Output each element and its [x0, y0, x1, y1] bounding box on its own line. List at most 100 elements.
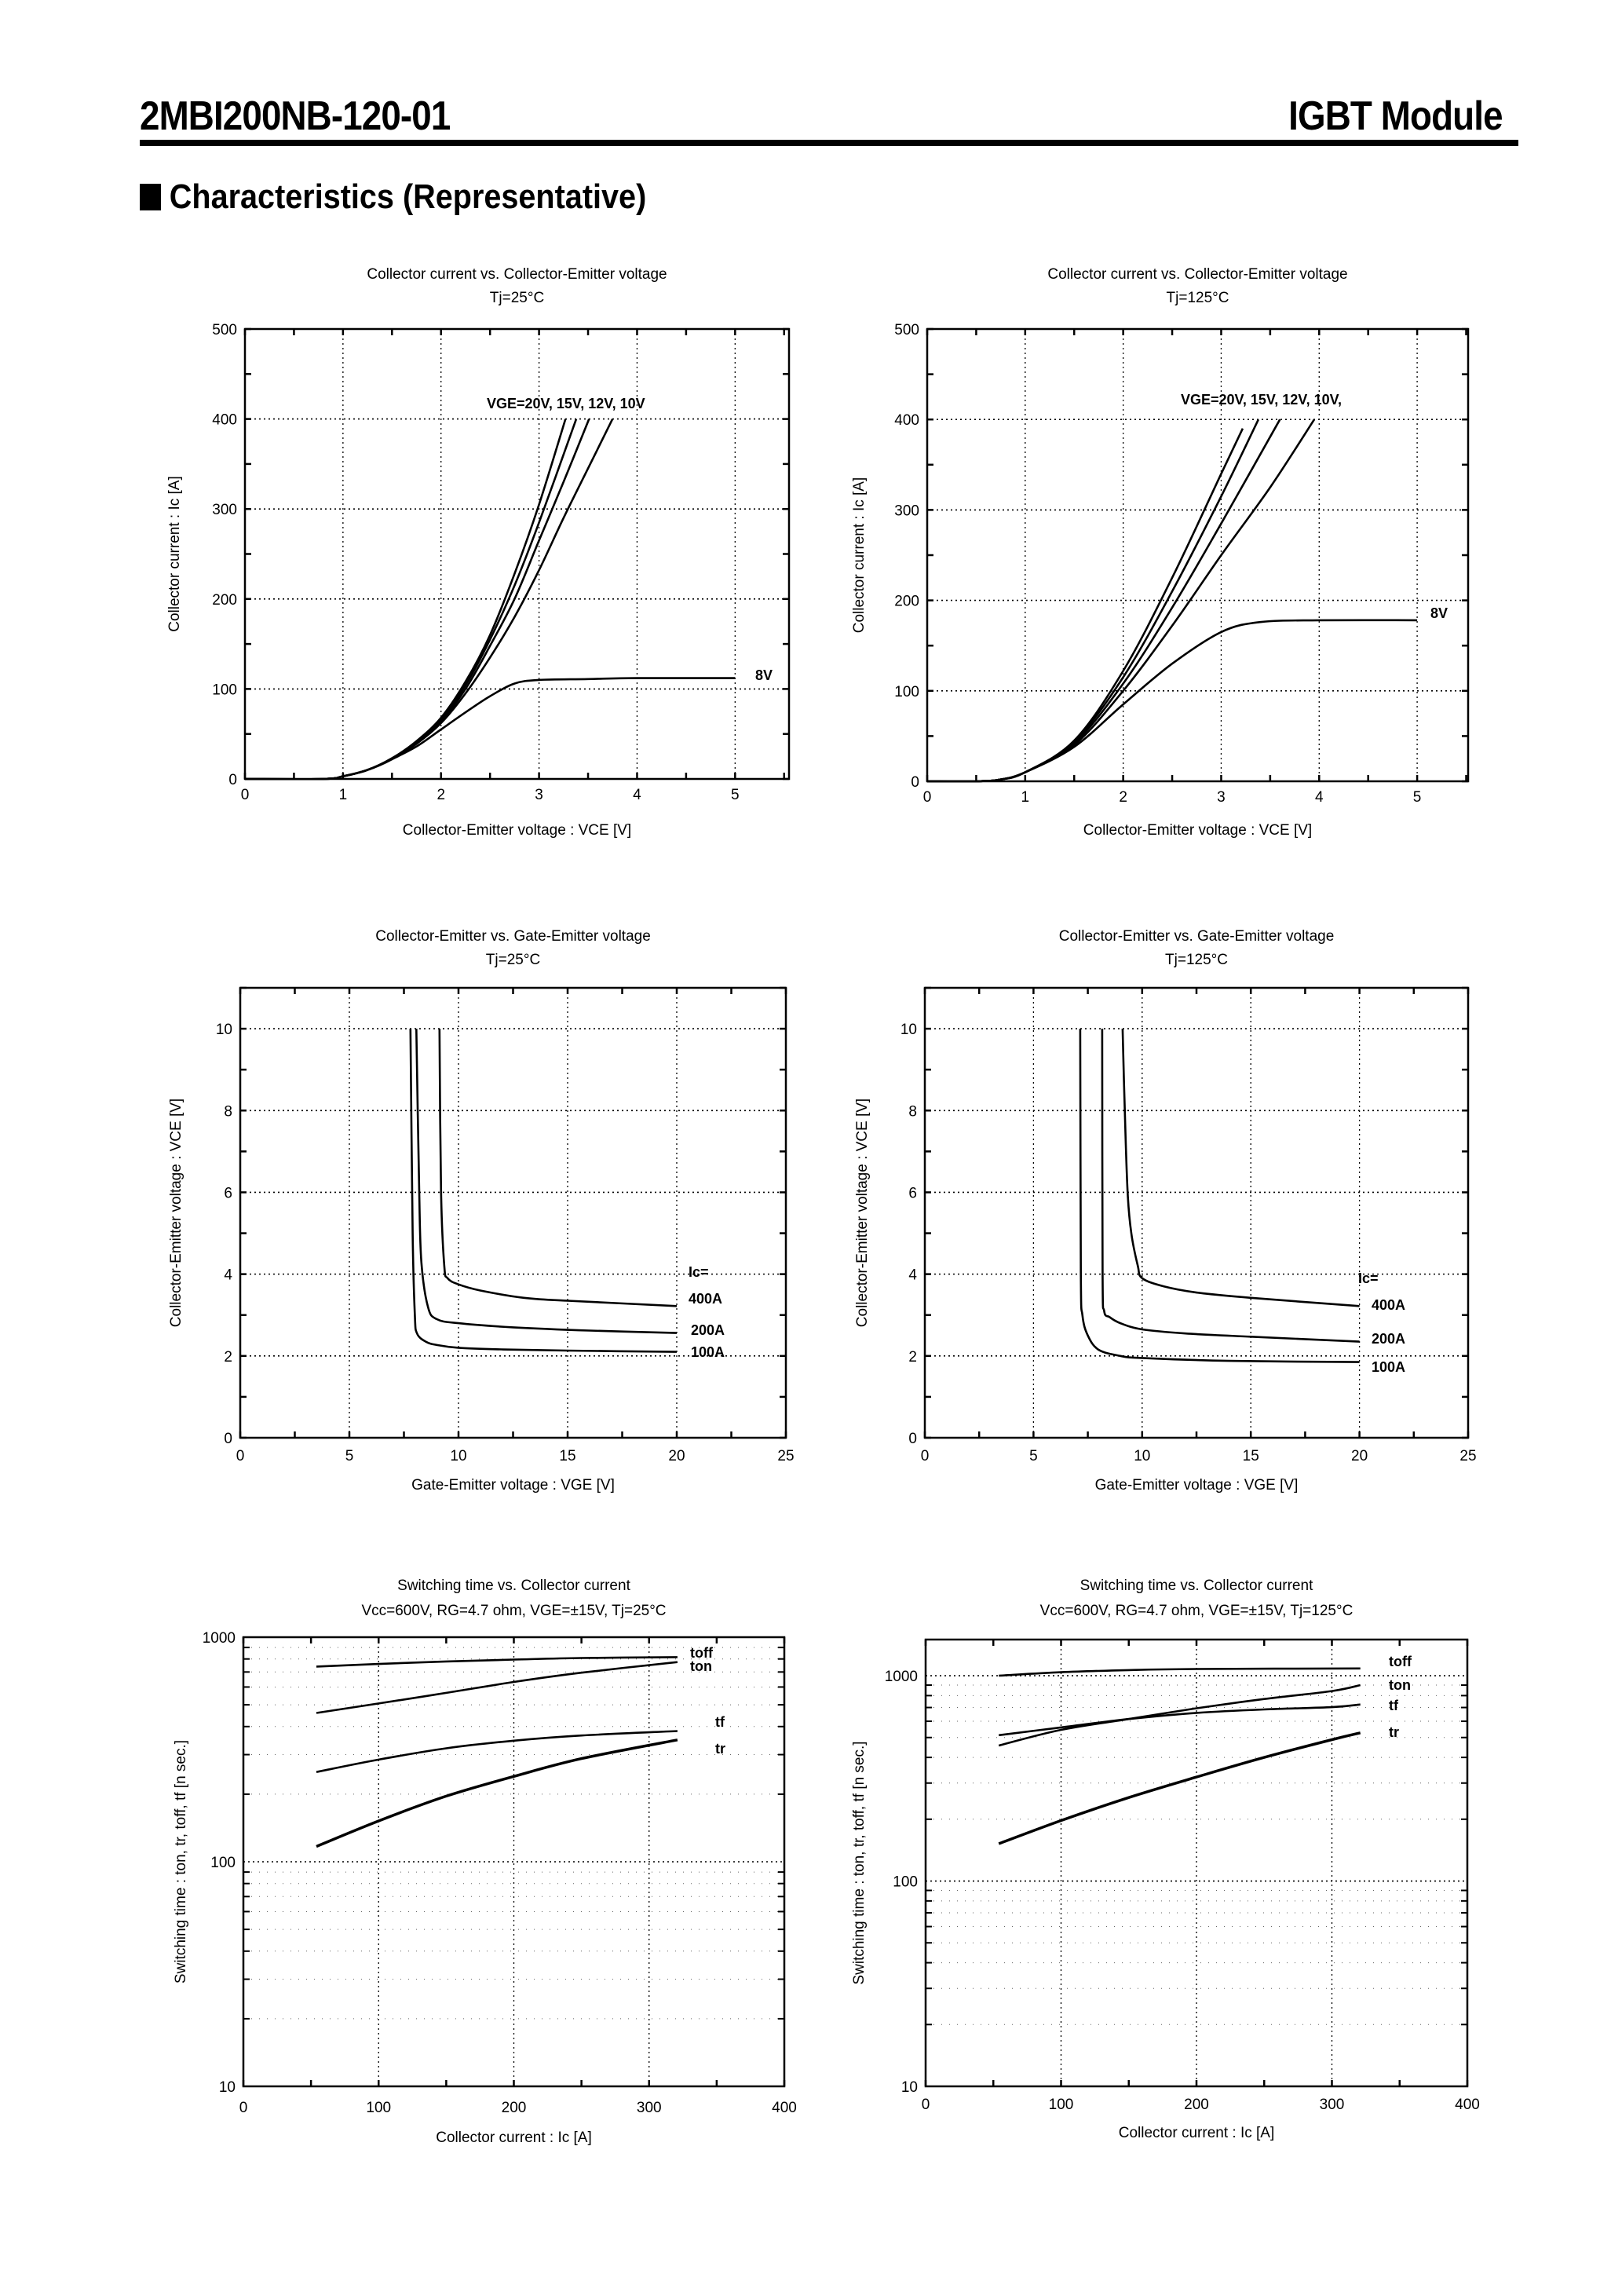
- black-square-icon: [140, 184, 161, 210]
- x-tick-label: 0: [236, 1448, 245, 1464]
- y-tick-label: 6: [224, 1185, 232, 1201]
- y-tick-label: 100: [212, 682, 237, 698]
- series-label: 100A: [1372, 1359, 1405, 1375]
- x-tick-label: 200: [1184, 2097, 1209, 2113]
- y-tick-label: 4: [224, 1267, 232, 1284]
- series-label: tf: [715, 1714, 725, 1730]
- series-line-400A: [438, 1029, 678, 1307]
- y-tick-label: 300: [212, 502, 237, 518]
- x-tick-label: 300: [637, 2100, 662, 2116]
- series-line-tf: [999, 1703, 1361, 1737]
- y-tick-label: 10: [901, 1022, 917, 1038]
- y-tick-label: 400: [894, 412, 919, 429]
- x-axis-label: Gate-Emitter voltage : VGE [V]: [1095, 1477, 1299, 1493]
- product-type: IGBT Module: [1288, 93, 1503, 139]
- chart-subtitle: Vcc=600V, RG=4.7 ohm, VGE=±15V, Tj=25°C: [361, 1603, 666, 1619]
- plot-frame: [242, 1636, 786, 2088]
- chart-4: Collector-Emitter vs. Gate-Emitter volta…: [854, 928, 1477, 1493]
- y-tick-label: 10: [219, 2079, 236, 2096]
- y-tick-label: 10: [216, 1022, 232, 1038]
- chart-title: Collector-Emitter vs. Gate-Emitter volta…: [375, 928, 651, 945]
- series-label: 8V: [755, 667, 773, 683]
- part-number: 2MBI200NB-120-01: [140, 93, 451, 139]
- series-label: 8V: [1430, 605, 1448, 621]
- series-line-200A: [415, 1029, 678, 1334]
- x-tick-label: 300: [1320, 2097, 1345, 2113]
- x-tick-label: 1: [339, 787, 348, 803]
- y-tick-label: 10: [901, 2079, 918, 2096]
- gridlines: [243, 1637, 784, 2086]
- y-tick-label: 1000: [203, 1630, 236, 1647]
- y-tick-label: 4: [908, 1267, 917, 1284]
- x-tick-label: 15: [559, 1448, 575, 1464]
- x-tick-label: 200: [502, 2100, 527, 2116]
- y-axis-label: Switching time : ton, tr, toff, tf [n se…: [173, 1740, 189, 1983]
- x-tick-label: 10: [1134, 1448, 1150, 1464]
- plot-frame: [243, 327, 791, 781]
- x-tick-label: 5: [1413, 789, 1422, 806]
- y-tick-label: 2: [908, 1349, 917, 1366]
- gridlines: [925, 988, 1468, 1438]
- plot-frame: [924, 1638, 1469, 2088]
- x-tick-label: 2: [1119, 789, 1127, 806]
- chart-subtitle: Tj=125°C: [1165, 952, 1228, 968]
- series-line-200A: [1101, 1029, 1360, 1343]
- section-heading: Characteristics (Representative): [140, 177, 646, 217]
- x-tick-label: 100: [366, 2100, 391, 2116]
- chart-title: Collector-Emitter vs. Gate-Emitter volta…: [1059, 928, 1335, 945]
- x-tick-label: 0: [923, 789, 932, 806]
- x-tick-label: 3: [1217, 789, 1226, 806]
- series-label: 200A: [1372, 1331, 1405, 1347]
- series-line-400A: [1121, 1029, 1360, 1307]
- chart-5: Switching time vs. Collector current Vcc=…: [173, 1578, 797, 2146]
- x-tick-label: 20: [668, 1448, 685, 1464]
- series-label: tr: [1389, 1724, 1399, 1740]
- y-axis-label: Collector-Emitter voltage : VCE [V]: [168, 1099, 184, 1327]
- series-label: toff: [1389, 1654, 1412, 1669]
- x-tick-label: 400: [772, 2100, 797, 2116]
- series-label: ton: [690, 1658, 712, 1674]
- x-tick-label: 1: [1021, 789, 1030, 806]
- y-tick-label: 100: [210, 1855, 236, 1871]
- series-line-8V: [244, 677, 736, 781]
- x-tick-label: 5: [345, 1448, 354, 1464]
- x-tick-label: 100: [1049, 2097, 1074, 2113]
- chart-title: Collector current vs. Collector-Emitter …: [367, 266, 667, 283]
- header-rule: [140, 140, 1518, 146]
- chart-subtitle: Tj=25°C: [490, 290, 544, 306]
- x-tick-label: 0: [241, 787, 250, 803]
- annotation: VGE=20V, 15V, 12V, 10V,: [1181, 392, 1342, 408]
- y-tick-label: 400: [212, 412, 237, 429]
- chart-title: Switching time vs. Collector current: [397, 1578, 630, 1594]
- y-tick-label: 8: [908, 1103, 917, 1120]
- x-axis-label: Collector-Emitter voltage : VCE [V]: [1083, 822, 1312, 839]
- y-tick-label: 500: [894, 322, 919, 338]
- chart-title: Switching time vs. Collector current: [1080, 1578, 1313, 1594]
- y-tick-label: 200: [212, 592, 237, 609]
- series-line-8V: [926, 619, 1418, 783]
- series-line-tf: [316, 1730, 678, 1773]
- annotation: Ic=: [1358, 1270, 1379, 1286]
- annotation: Ic=: [689, 1264, 709, 1280]
- x-axis-label: Gate-Emitter voltage : VGE [V]: [411, 1477, 615, 1493]
- series-line-tr: [316, 1738, 678, 1848]
- series-line-toff: [316, 1656, 678, 1668]
- plot-frame: [239, 986, 787, 1439]
- y-tick-label: 0: [908, 1431, 917, 1447]
- series-line-100A: [409, 1029, 678, 1353]
- y-tick-label: 100: [894, 684, 919, 700]
- series-line-tr: [998, 1731, 1361, 1845]
- annotation: VGE=20V, 15V, 12V, 10V: [487, 396, 645, 411]
- y-tick-label: 200: [894, 594, 919, 610]
- x-axis-label: Collector current : Ic [A]: [436, 2130, 592, 2146]
- x-tick-label: 25: [1459, 1448, 1476, 1464]
- x-tick-label: 25: [777, 1448, 794, 1464]
- y-tick-label: 100: [893, 1874, 918, 1891]
- x-tick-label: 4: [1315, 789, 1324, 806]
- x-tick-label: 0: [921, 1448, 930, 1464]
- plot-frame: [926, 327, 1470, 783]
- gridlines: [926, 1640, 1467, 2086]
- x-tick-label: 4: [633, 787, 641, 803]
- series-label: tr: [715, 1741, 725, 1757]
